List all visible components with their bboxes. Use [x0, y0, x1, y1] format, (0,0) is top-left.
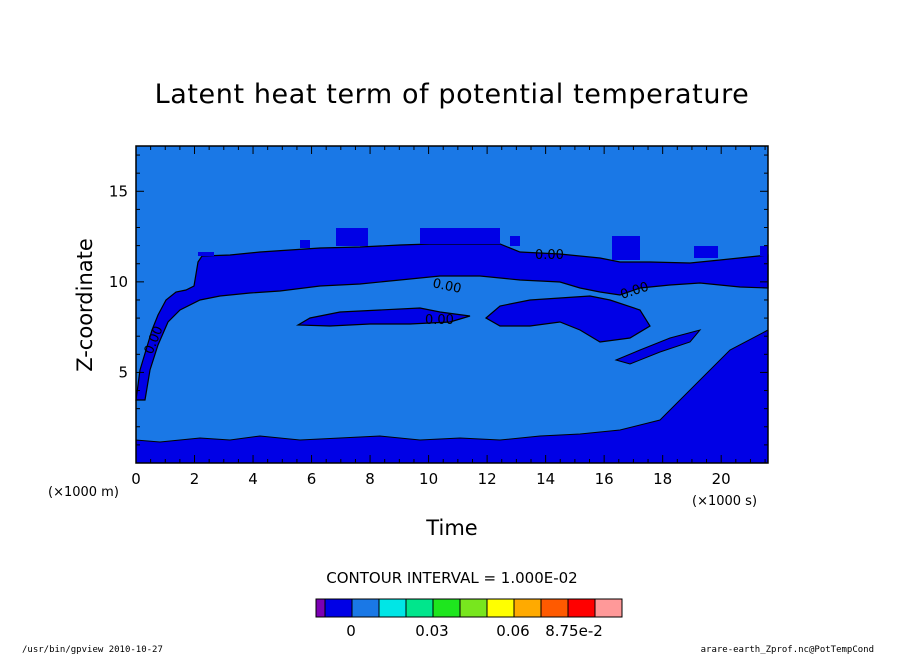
x-tick-label: 14 — [536, 470, 555, 488]
colorbar-cell — [594, 598, 623, 618]
colorbar-cell — [315, 598, 326, 618]
x-tick-label: 16 — [595, 470, 614, 488]
x-tick-label: 12 — [478, 470, 497, 488]
upper-layer-bumps — [198, 228, 768, 260]
contour-label: 0.00 — [431, 276, 462, 297]
mid-lens-right — [484, 295, 651, 343]
plot-frame — [135, 145, 769, 464]
x-tick-label: 0 — [131, 470, 141, 488]
y-tick-label: 15 — [109, 182, 128, 200]
upper-layer-region — [135, 243, 769, 401]
colorbar-cell — [351, 598, 380, 618]
colorbar-label: 0.06 — [496, 622, 529, 640]
x-tick-label: 2 — [190, 470, 200, 488]
y-axis-label: Z-coordinate — [73, 238, 97, 372]
colorbar-cell — [432, 598, 461, 618]
colorbar-label: 0 — [346, 622, 356, 640]
y-tick-label: 10 — [109, 273, 128, 291]
mid-lens-left — [295, 307, 471, 327]
colorbar-cell — [486, 598, 515, 618]
colorbar-cell — [405, 598, 434, 618]
colorbar — [315, 598, 623, 618]
x-tick-label: 18 — [653, 470, 672, 488]
lower-layer-region — [135, 329, 769, 464]
colorbar-labels: 0 0.03 0.06 8.75e-2 — [346, 622, 603, 640]
colorbar-cell — [540, 598, 569, 618]
x-tick-label: 20 — [712, 470, 731, 488]
plot-area — [135, 145, 769, 464]
contour-label: 0.00 — [535, 248, 564, 263]
x-axis-label: Time — [425, 516, 477, 540]
x-tick-label: 4 — [248, 470, 258, 488]
footer-right: arare-earth_Zprof.nc@PotTempCond — [701, 645, 874, 654]
colorbar-cell — [567, 598, 596, 618]
lower-right-streaks — [614, 329, 702, 365]
x-axis-unit: (×1000 s) — [692, 494, 757, 509]
contour-interval-text: CONTOUR INTERVAL = 1.000E-02 — [326, 569, 577, 587]
colorbar-cell — [459, 598, 488, 618]
y-axis-unit: (×1000 m) — [48, 485, 119, 500]
x-tick-label: 8 — [365, 470, 375, 488]
x-tick-label: 6 — [307, 470, 317, 488]
colorbar-label: 0.03 — [415, 622, 448, 640]
plot-background — [136, 146, 768, 463]
y-tick-label: 5 — [118, 363, 128, 381]
chart-title: Latent heat term of potential temperatur… — [155, 79, 750, 110]
footer-left: /usr/bin/gpview 2010-10-27 — [22, 645, 163, 654]
y-axis-ticks: 5 10 15 — [109, 154, 768, 464]
colorbar-cell — [378, 598, 407, 618]
colorbar-cell — [324, 598, 353, 618]
x-axis-ticks: 0 2 4 6 8 10 12 14 16 18 20 — [131, 146, 766, 488]
contour-label: 0.00 — [425, 313, 454, 328]
x-tick-label: 10 — [419, 470, 438, 488]
colorbar-label: 8.75e-2 — [545, 622, 603, 640]
colorbar-cell — [513, 598, 542, 618]
